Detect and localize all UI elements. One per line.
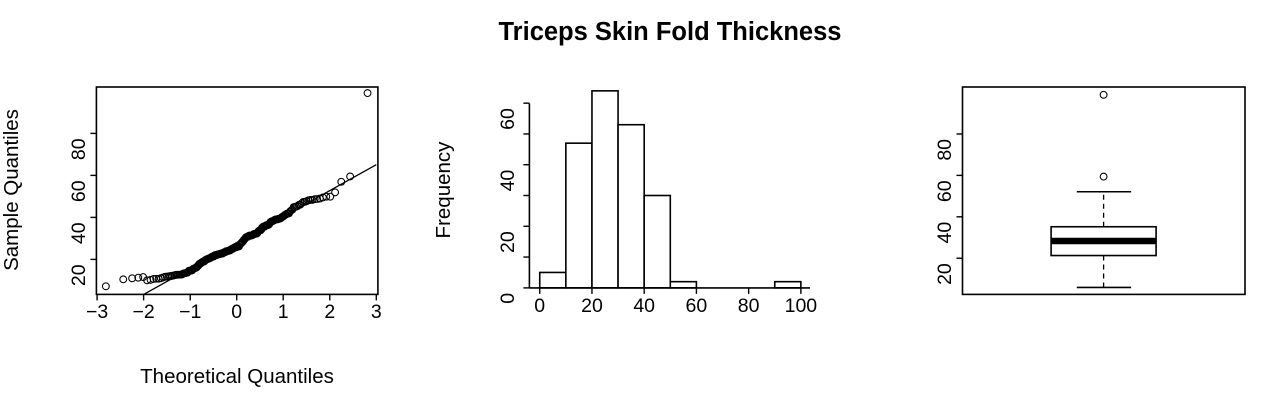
svg-text:20: 20 bbox=[68, 264, 90, 286]
svg-text:Theoretical Quantiles: Theoretical Quantiles bbox=[140, 365, 334, 388]
svg-text:2: 2 bbox=[324, 301, 335, 323]
svg-text:60: 60 bbox=[686, 295, 708, 317]
svg-text:60: 60 bbox=[68, 180, 90, 202]
svg-text:3: 3 bbox=[371, 301, 382, 323]
svg-text:20: 20 bbox=[497, 231, 519, 253]
svg-text:0: 0 bbox=[497, 293, 519, 304]
svg-text:40: 40 bbox=[497, 170, 519, 192]
svg-text:80: 80 bbox=[934, 139, 956, 161]
svg-text:0: 0 bbox=[231, 301, 242, 323]
svg-text:60: 60 bbox=[934, 180, 956, 202]
svg-text:−3: −3 bbox=[86, 301, 108, 323]
svg-text:80: 80 bbox=[68, 138, 90, 160]
svg-text:Sample Quantiles: Sample Quantiles bbox=[0, 109, 23, 271]
svg-text:100: 100 bbox=[785, 295, 818, 317]
svg-text:40: 40 bbox=[934, 222, 956, 244]
svg-text:20: 20 bbox=[934, 263, 956, 285]
svg-text:−1: −1 bbox=[179, 301, 201, 323]
svg-text:40: 40 bbox=[68, 222, 90, 244]
svg-text:0: 0 bbox=[534, 295, 545, 317]
svg-text:80: 80 bbox=[738, 295, 760, 317]
svg-text:1: 1 bbox=[278, 301, 289, 323]
svg-text:40: 40 bbox=[633, 295, 655, 317]
svg-text:20: 20 bbox=[581, 295, 603, 317]
svg-text:60: 60 bbox=[497, 108, 519, 130]
svg-text:Frequency: Frequency bbox=[432, 141, 455, 239]
svg-text:−2: −2 bbox=[132, 301, 154, 323]
svg-text:Triceps Skin Fold Thickness: Triceps Skin Fold Thickness bbox=[499, 18, 842, 46]
